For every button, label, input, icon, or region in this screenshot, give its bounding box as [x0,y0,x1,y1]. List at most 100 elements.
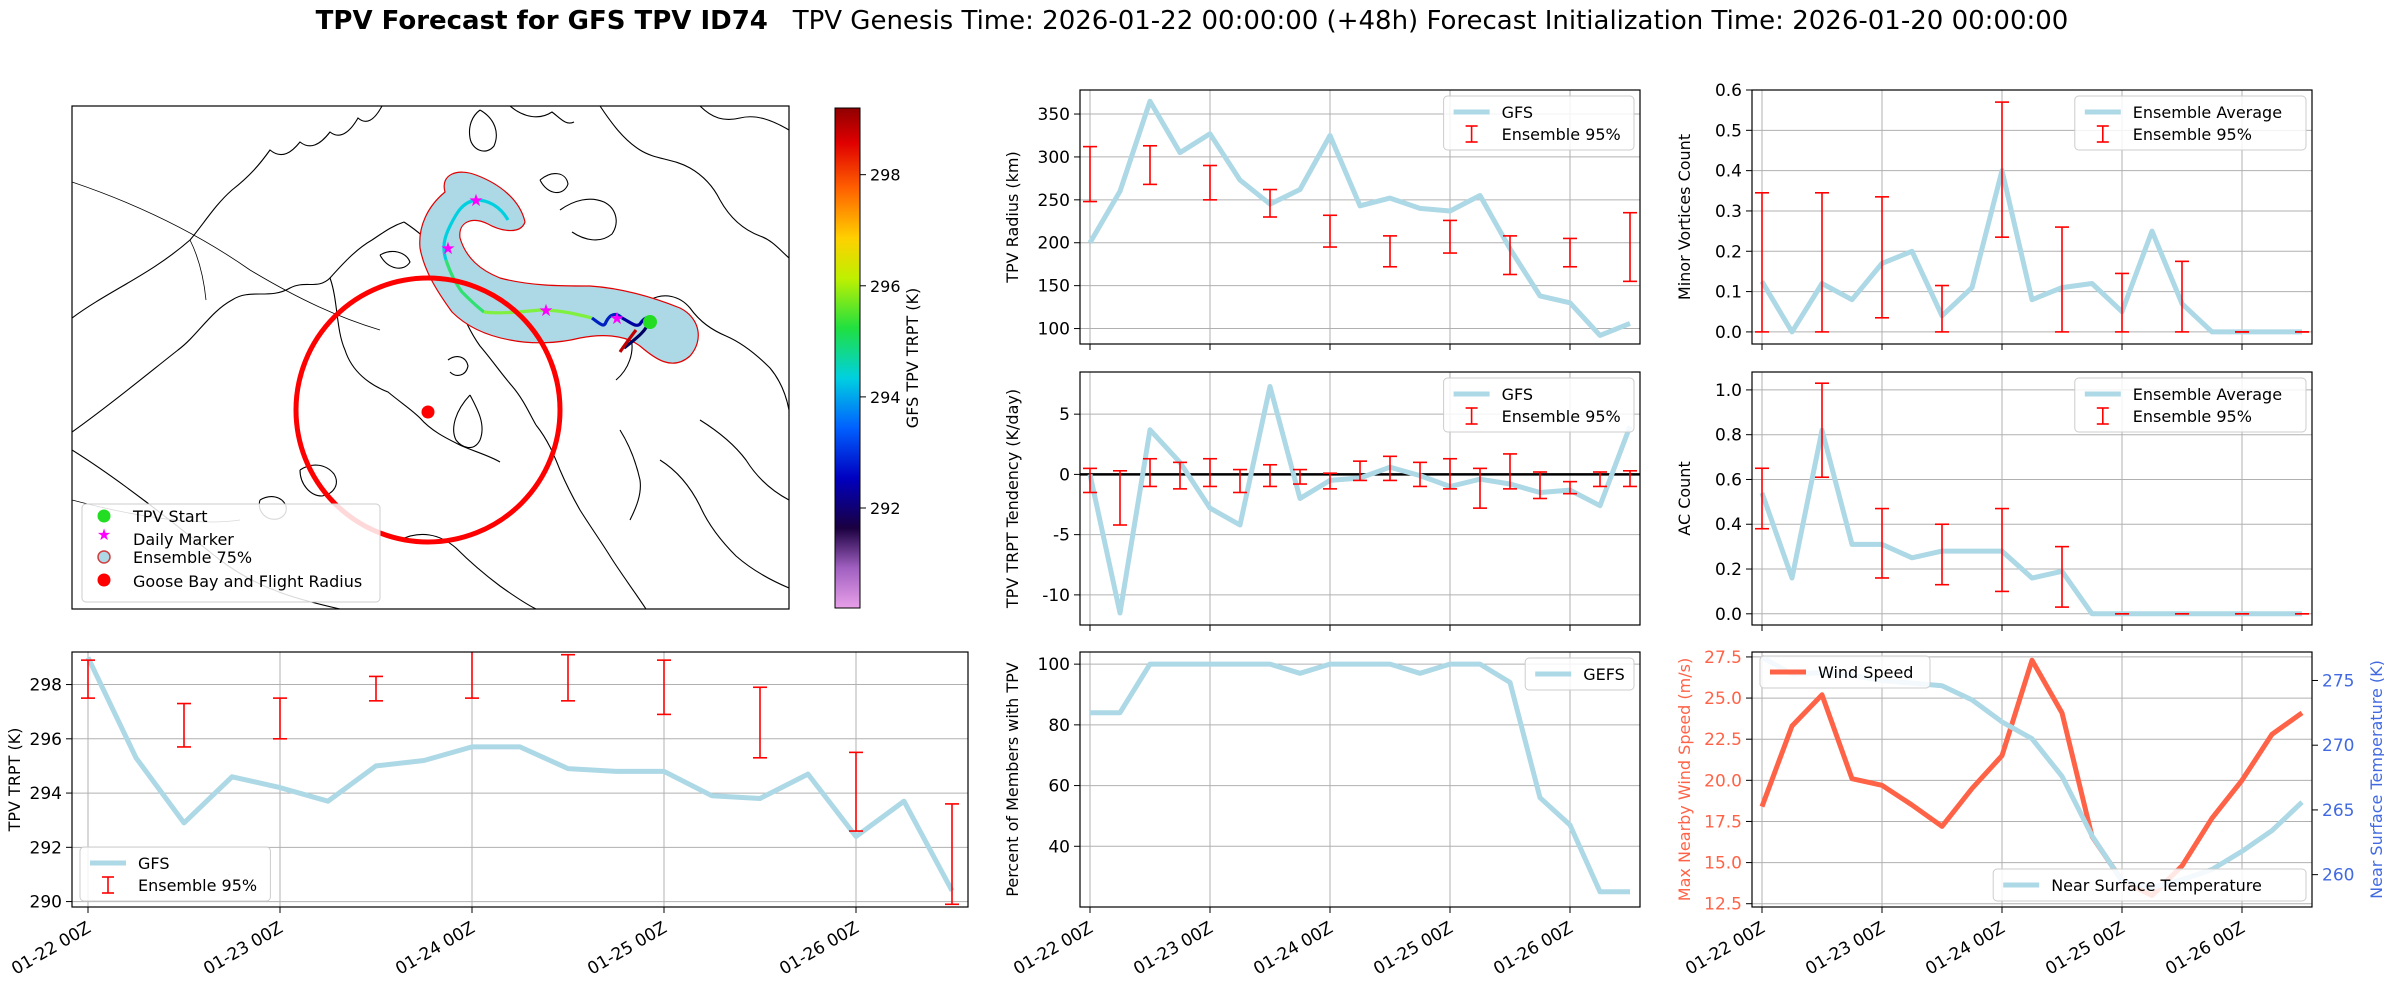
panel-radius: 100 150 200 250 300 350 TPV Radius (km) GFS Ense… [1003,89,1641,350]
y-axis-label: TPV Radius (km) [1003,151,1022,284]
legend-wind: Wind Speed [1759,655,1931,689]
y-tick-label: 60 [1048,777,1070,797]
errorbar [849,751,863,832]
errorbar [1143,144,1157,186]
y2-axis-label: Near Surface Temperature (K) [2367,660,2384,899]
colorbar-tick-label: 294 [870,388,901,407]
plot-inner-ac [1752,372,2312,625]
y2-tick-label: 265 [2322,801,2354,821]
figure-title-rest: TPV Genesis Time: 2026-01-22 00:00:00 (+… [792,6,2069,36]
errorbar [1443,219,1457,254]
errorbar [753,686,767,759]
errorbar [1413,461,1427,488]
daily-markers: ★ ★ ★ ★ [440,191,624,329]
y-tick-label: 0.3 [1715,202,1742,222]
y-tick-label: 15.0 [1704,854,1742,874]
legend-box [1759,655,1931,689]
y-tick-label: 150 [1038,277,1070,297]
errorbar [1113,469,1127,526]
daily-marker-star: ★ [468,191,483,211]
y-tick-label: 12.5 [1704,895,1742,915]
errorbar [1755,467,1769,530]
y-tick-label: 80 [1048,716,1070,736]
y-tick-label: -5 [1053,526,1070,546]
errorbar [945,803,959,906]
legend-label: Ensemble Average [2133,103,2282,122]
errorbar [1083,145,1097,203]
errorbar [1203,164,1217,201]
y-tick-label: 0.1 [1715,283,1742,303]
errorbar [1143,457,1157,488]
errorbar [2055,226,2069,333]
y-tick-label: 250 [1038,191,1070,211]
series-line-wind-0 [1759,657,2304,898]
errorbar [1473,467,1487,509]
errorbar [1323,214,1337,248]
errorbar [657,659,671,716]
y-tick-label: 290 [30,893,62,913]
series-line-ac-0 [1759,427,2302,617]
y-tick-label: 1.0 [1715,381,1742,401]
y-tick-label: 22.5 [1704,730,1742,750]
y-tick-label: 296 [30,730,62,750]
errorbar [1995,101,2009,238]
panel-minor: 0.0 0.1 0.2 0.3 0.4 0.5 0.6 Minor Vortices Coun… [1675,81,2313,350]
legend-ensemble-75-patch [97,550,111,564]
time-series-panels: 290 292 294 296 298 01-22 00Z 01-23 00Z 01-24 0… [5,81,2384,979]
errorbar [1443,457,1457,490]
errorbar [1173,461,1187,490]
y2-tick-label: 260 [2322,866,2354,886]
y-tick-label: -10 [1042,586,1070,606]
legend-tendency: GFS Ensemble 95% [1443,377,1635,433]
y-tick-label: 200 [1038,234,1070,254]
panel-members: 40 60 80 100 01-22 00Z 01-23 00Z 01-24 00Z 01-2… [1003,651,1641,979]
legend-trpt: GFS Ensemble 95% [79,846,271,902]
ensemble-75-envelope [419,171,699,364]
x-tick-label: 01-25 00Z [584,918,670,979]
plot-inner-minor [1752,90,2312,344]
legend-box [2074,95,2307,151]
y-tick-label: 350 [1038,105,1070,125]
y-tick-label: 300 [1038,148,1070,168]
legend-goose-bay-marker [97,573,111,587]
y-axis-label: TPV TRPT (K) [5,728,24,833]
colorbar-tick-label: 296 [870,277,901,296]
flight-radius-circle [293,275,563,545]
x-tick-label: 01-23 00Z [200,918,286,979]
y-tick-label: 0.4 [1715,515,1742,535]
legend-label: Near Surface Temperature [2051,876,2262,895]
y-tick-label: 40 [1048,837,1070,857]
x-tick-label: 01-26 00Z [776,918,862,979]
legend-label: Ensemble 95% [2133,125,2252,144]
errorbar [177,702,191,748]
errorbar [1293,468,1307,485]
y-tick-label: 25.0 [1704,689,1742,709]
series-line-members-0 [1090,661,1630,895]
y-tick-label: 292 [30,838,62,858]
map-legend-box [81,503,381,603]
x-tick-label: 01-23 00Z [1802,918,1888,979]
errorbar [1563,480,1577,495]
figure-title: TPV Forecast for GFS TPV ID74 TPV Genesi… [0,6,2384,36]
y-axis-label: AC Count [1675,461,1694,535]
x-tick-label: 01-24 00Z [1922,918,2008,979]
errorbar [1323,472,1337,490]
series-line-minor-0 [1759,168,2302,335]
errorbar [81,659,95,699]
errorbar [1263,188,1277,218]
legend-radius: GFS Ensemble 95% [1443,95,1635,151]
errorbar [1503,453,1517,490]
daily-marker-star: ★ [440,239,455,259]
legend-daily-marker-star: ★ [97,525,111,544]
tpv-track [442,198,652,353]
legend-box [1443,95,1635,151]
errorbar [1383,455,1397,482]
plot-inner-members [1080,652,1640,907]
legend-label-tpv-start: TPV Start [132,507,208,526]
errorbar [1563,237,1577,268]
y-tick-label: 17.5 [1704,812,1742,832]
legend-label: GFS [138,854,169,873]
plot-inner-tendency [1080,372,1640,625]
errorbar [273,697,287,740]
legend-label: GEFS [1583,665,1625,684]
